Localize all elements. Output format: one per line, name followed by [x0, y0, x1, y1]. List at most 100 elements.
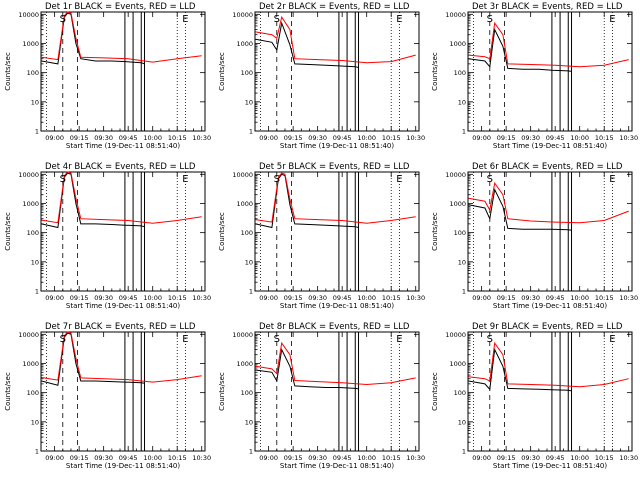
plot-frame: [254, 11, 420, 132]
y-tick-label: 100: [27, 389, 39, 397]
x-axis-label: Start Time (19-Dec-11 08:51:40): [66, 462, 180, 470]
x-tick-label: 10:00: [143, 134, 162, 142]
y-tick-label: 100: [241, 69, 253, 77]
x-tick-label: 10:15: [168, 454, 187, 462]
x-axis-label: Start Time (19-Dec-11 08:51:40): [493, 302, 607, 310]
panel-det-6: Det 6r BLACK = Events, RED = LLD 1 10 100 10…: [431, 162, 638, 310]
y-tick-label: 10: [245, 258, 253, 266]
y-tick-label: 10000: [445, 11, 466, 19]
plot-frame: [467, 331, 633, 452]
y-tick-label: 1000: [22, 200, 39, 208]
y-axis-label: Counts/sec: [4, 372, 12, 411]
series-events: [41, 12, 145, 65]
plot-frame: [40, 171, 206, 292]
x-tick-label: 10:30: [619, 294, 638, 302]
panel-title: Det 1r BLACK = Events, RED = LLD: [45, 2, 196, 12]
x-tick-label: 09:00: [259, 454, 278, 462]
x-tick-label: 09:45: [119, 454, 138, 462]
panel-det-5: Det 5r BLACK = Events, RED = LLD 1 10 100 10…: [218, 162, 425, 310]
x-tick-label: 10:00: [570, 134, 589, 142]
y-axis-label: Counts/sec: [218, 212, 226, 251]
marker-label: E: [609, 334, 615, 345]
y-tick-label: 1000: [236, 200, 253, 208]
series-lld: [41, 171, 202, 224]
x-tick-label: 09:45: [333, 454, 352, 462]
x-tick-label: 09:45: [546, 134, 565, 142]
x-axis-label: Start Time (19-Dec-11 08:51:40): [280, 302, 394, 310]
marker-label: E: [396, 14, 402, 25]
plot-frame: [254, 331, 420, 452]
panel-det-3: Det 3r BLACK = Events, RED = LLD 1 10 100 10…: [431, 2, 638, 150]
series-events: [255, 21, 359, 68]
x-tick-label: 09:15: [70, 134, 89, 142]
marker-label: S: [487, 334, 493, 345]
series-lld: [468, 21, 629, 68]
plot-frame: [467, 171, 633, 292]
y-tick-label: 100: [241, 229, 253, 237]
x-tick-label: 09:30: [94, 294, 113, 302]
x-axis-label: Start Time (19-Dec-11 08:51:40): [66, 302, 180, 310]
x-tick-label: 10:00: [357, 134, 376, 142]
x-tick-label: 09:15: [284, 454, 303, 462]
y-tick-label: 1: [249, 448, 253, 456]
marker-label: S: [274, 14, 280, 25]
y-tick-label: 10: [245, 418, 253, 426]
panel-det-7: Det 7r BLACK = Events, RED = LLD 1 10 100 10…: [4, 322, 211, 470]
marker-label: S: [60, 14, 66, 25]
plot-frame: [40, 331, 206, 452]
x-tick-label: 09:15: [284, 294, 303, 302]
y-tick-label: 10000: [18, 331, 39, 339]
panel-title: Det 5r BLACK = Events, RED = LLD: [259, 162, 410, 172]
panel-title: Det 9r BLACK = Events, RED = LLD: [472, 322, 623, 332]
y-tick-label: 100: [27, 229, 39, 237]
x-tick-label: 09:15: [70, 454, 89, 462]
marker-label: E: [182, 334, 188, 345]
x-tick-label: 09:30: [308, 454, 327, 462]
y-axis-label: Counts/sec: [431, 52, 439, 91]
y-tick-label: 10: [458, 98, 466, 106]
y-tick-label: 10: [458, 418, 466, 426]
y-tick-label: 1000: [236, 360, 253, 368]
y-tick-label: 1000: [236, 40, 253, 48]
x-tick-label: 10:15: [168, 134, 187, 142]
x-tick-label: 09:45: [333, 294, 352, 302]
series-lld: [255, 341, 416, 386]
y-axis-label: Counts/sec: [4, 52, 12, 91]
y-tick-label: 1: [462, 288, 466, 296]
y-tick-label: 1: [249, 288, 253, 296]
x-tick-label: 09:30: [521, 134, 540, 142]
x-tick-label: 09:15: [284, 134, 303, 142]
y-tick-label: 1: [35, 288, 39, 296]
series-lld: [468, 181, 629, 224]
x-tick-label: 10:15: [382, 134, 401, 142]
x-tick-label: 09:30: [94, 134, 113, 142]
y-tick-label: 10: [31, 418, 39, 426]
panel-title: Det 8r BLACK = Events, RED = LLD: [259, 322, 410, 332]
x-tick-label: 09:00: [259, 134, 278, 142]
y-tick-label: 1000: [22, 40, 39, 48]
x-tick-label: 10:30: [192, 294, 211, 302]
x-tick-label: 10:00: [143, 294, 162, 302]
y-tick-label: 1: [249, 128, 253, 136]
y-tick-label: 1000: [449, 360, 466, 368]
panel-det-1: Det 1r BLACK = Events, RED = LLD 1 10 100 10…: [4, 2, 211, 150]
series-events: [41, 332, 145, 386]
x-axis-label: Start Time (19-Dec-11 08:51:40): [280, 462, 394, 470]
y-tick-label: 10: [245, 98, 253, 106]
series-events: [468, 347, 572, 392]
panel-title: Det 2r BLACK = Events, RED = LLD: [259, 2, 410, 12]
x-tick-label: 10:30: [406, 134, 425, 142]
x-tick-label: 09:45: [546, 454, 565, 462]
x-tick-label: 10:30: [619, 134, 638, 142]
x-axis-label: Start Time (19-Dec-11 08:51:40): [66, 142, 180, 150]
x-tick-label: 09:15: [497, 454, 516, 462]
marker-label: S: [60, 334, 66, 345]
y-tick-label: 10000: [232, 331, 253, 339]
x-tick-label: 09:30: [521, 454, 540, 462]
x-tick-label: 10:30: [406, 454, 425, 462]
x-axis-label: Start Time (19-Dec-11 08:51:40): [280, 142, 394, 150]
panel-det-8: Det 8r BLACK = Events, RED = LLD 1 10 100 10…: [218, 322, 425, 470]
series-lld: [41, 331, 202, 383]
y-tick-label: 100: [454, 229, 466, 237]
